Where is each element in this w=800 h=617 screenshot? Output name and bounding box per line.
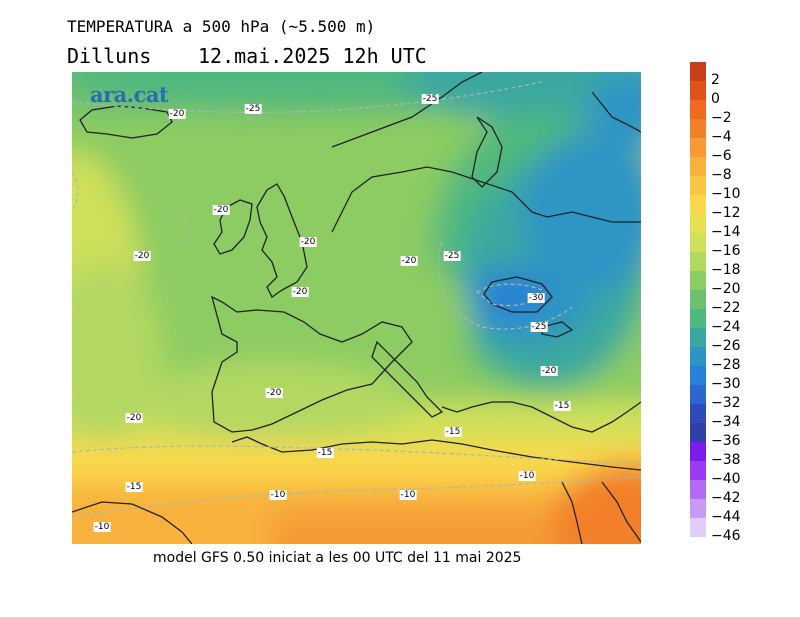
chart-title: TEMPERATURA a 500 hPa (~5.500 m) [67,17,376,36]
colorbar-label: −8 [711,167,732,183]
colorbar-label: −30 [711,376,741,392]
temperature-map: ara.cat -20 -25 -25 -20 -20 -20 -20 -25 -20 -30 -2… [72,72,641,544]
colorbar-label: −14 [711,224,741,240]
colorbar-swatch [690,423,706,442]
colorbar-label: −18 [711,262,741,278]
colorbar-label: −4 [711,129,732,145]
model-run-caption: model GFS 0.50 iniciat a les 00 UTC del … [153,550,522,566]
colorbar-label: −40 [711,471,741,487]
contour-label: -20 [212,205,230,215]
colorbar-label: −10 [711,186,741,202]
colorbar-label: −16 [711,243,741,259]
colorbar-swatch [690,499,706,518]
contour-label: -15 [316,448,334,458]
colorbar-label: −46 [711,528,741,544]
contour-label: -15 [553,401,571,411]
colorbar-label: 2 [711,72,720,88]
colorbar-swatch [690,290,706,309]
colorbar-swatch [690,328,706,347]
colorbar-label: −32 [711,395,741,411]
contour-label: -10 [93,522,111,532]
colorbar-label: −36 [711,433,741,449]
colorbar-swatch [690,366,706,385]
map-field [72,72,641,544]
isotherms [72,81,641,518]
colorbar-label: −34 [711,414,741,430]
contour-label: -25 [443,251,461,261]
colorbar-swatch [690,233,706,252]
colorbar-swatch [690,404,706,423]
colorbar-swatch [690,119,706,138]
contour-label: -20 [299,237,317,247]
contour-label: -20 [168,109,186,119]
contour-label: -20 [265,388,283,398]
contour-label: -30 [527,293,545,303]
contour-label: -20 [540,366,558,376]
colorbar-swatch [690,62,706,81]
colorbar-label: −6 [711,148,732,164]
contour-label: -25 [421,94,439,104]
colorbar-swatch [690,309,706,328]
colorbar-swatch [690,195,706,214]
colorbar-swatch [690,214,706,233]
contour-label: -25 [530,322,548,332]
contour-label: -15 [125,482,143,492]
contour-label: -20 [125,413,143,423]
colorbar-label: 0 [711,91,720,107]
colorbar-swatch [690,157,706,176]
colorbar-label: −26 [711,338,741,354]
colorbar-swatch [690,347,706,366]
colorbar-label: −44 [711,509,741,525]
colorbar-swatch [690,442,706,461]
contour-label: -20 [291,287,309,297]
contour-label: -10 [399,490,417,500]
colorbar-swatch [690,461,706,480]
colorbar-swatch [690,480,706,499]
aracat-logo: ara.cat [90,82,169,107]
colorbar-swatch [690,81,706,100]
colorbar-swatch [690,138,706,157]
colorbar-label: −22 [711,300,741,316]
valid-time-label: 12.mai.2025 12h UTC [198,44,427,68]
colorbar-swatch [690,176,706,195]
contour-label: -20 [133,251,151,261]
colorbar-swatch [690,385,706,404]
colorbar-swatch [690,100,706,119]
colorbar-label: −24 [711,319,741,335]
contour-label: -10 [269,490,287,500]
weekday-label: Dilluns [67,44,152,68]
colorbar-label: −12 [711,205,741,221]
colorbar [690,62,706,537]
colorbar-swatch [690,271,706,290]
contour-label: -15 [444,427,462,437]
colorbar-swatch [690,252,706,271]
contour-label: -10 [518,471,536,481]
colorbar-label: −2 [711,110,732,126]
temperature-field [72,72,641,544]
contour-label: -25 [244,104,262,114]
colorbar-label: −42 [711,490,741,506]
colorbar-label: −28 [711,357,741,373]
contour-label: -20 [400,256,418,266]
colorbar-swatch [690,518,706,537]
colorbar-label: −38 [711,452,741,468]
colorbar-label: −20 [711,281,741,297]
